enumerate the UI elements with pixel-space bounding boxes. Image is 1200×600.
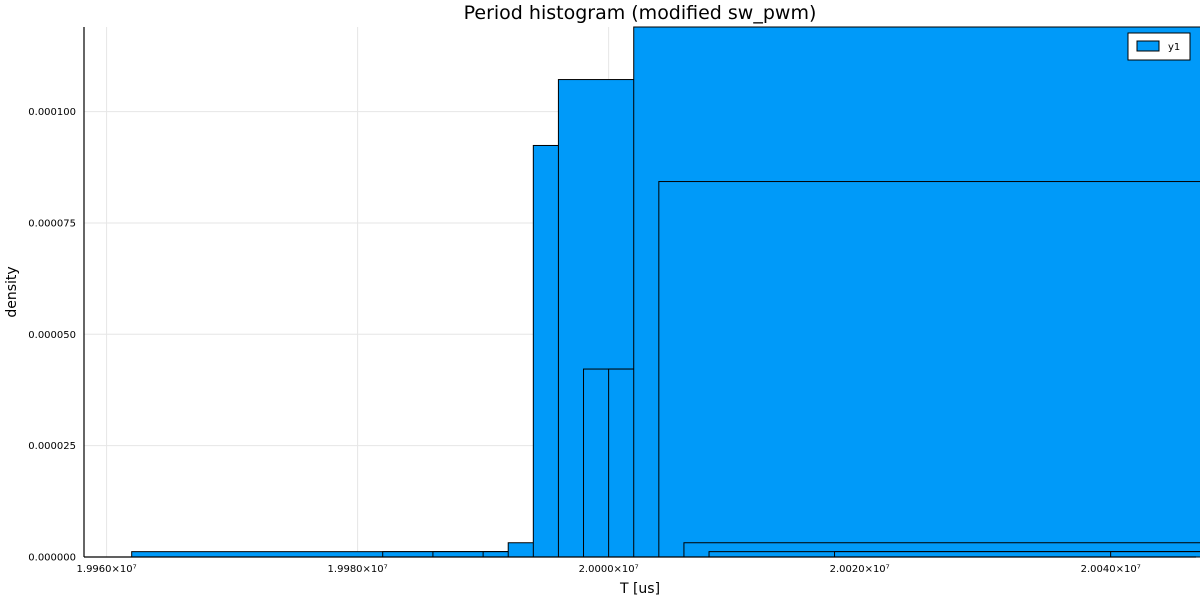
y-tick-labels: 0.000000 0.000025 0.000050 0.000075 0.000100 bbox=[28, 107, 76, 563]
histogram-bar-10 bbox=[658, 181, 1200, 558]
y-tick-label-1: 0.000025 bbox=[28, 441, 76, 452]
x-tick-label-0: 1.9960×10⁷ bbox=[77, 564, 137, 575]
histogram-bar-13 bbox=[834, 551, 1200, 558]
y-tick-label-3: 0.000075 bbox=[28, 218, 76, 229]
legend: y1 bbox=[1127, 32, 1191, 61]
x-axis-label: T [us] bbox=[619, 581, 660, 597]
y-tick-label-2: 0.000050 bbox=[28, 330, 76, 341]
y-tick-label-0: 0.000000 bbox=[28, 553, 76, 564]
legend-label: y1 bbox=[1168, 42, 1180, 53]
x-tick-labels: 1.9960×10⁷ 1.9980×10⁷ 2.0000×10⁷ 2.0020×10⁷… bbox=[77, 564, 1141, 575]
legend-swatch bbox=[1136, 40, 1160, 52]
chart-title: Period histogram (modified sw_pwm) bbox=[464, 2, 817, 24]
axes bbox=[83, 27, 1196, 558]
y-tick-label-4: 0.000100 bbox=[28, 107, 76, 118]
x-tick-label-2: 2.0000×10⁷ bbox=[579, 564, 639, 575]
y-axis-label: density bbox=[4, 266, 20, 317]
x-tick-label-4: 2.0040×10⁷ bbox=[1081, 564, 1141, 575]
histogram-bars bbox=[131, 26, 1200, 558]
x-tick-label-1: 1.9980×10⁷ bbox=[328, 564, 388, 575]
x-tick-label-3: 2.0020×10⁷ bbox=[830, 564, 890, 575]
histogram-bar-14 bbox=[1110, 551, 1200, 558]
